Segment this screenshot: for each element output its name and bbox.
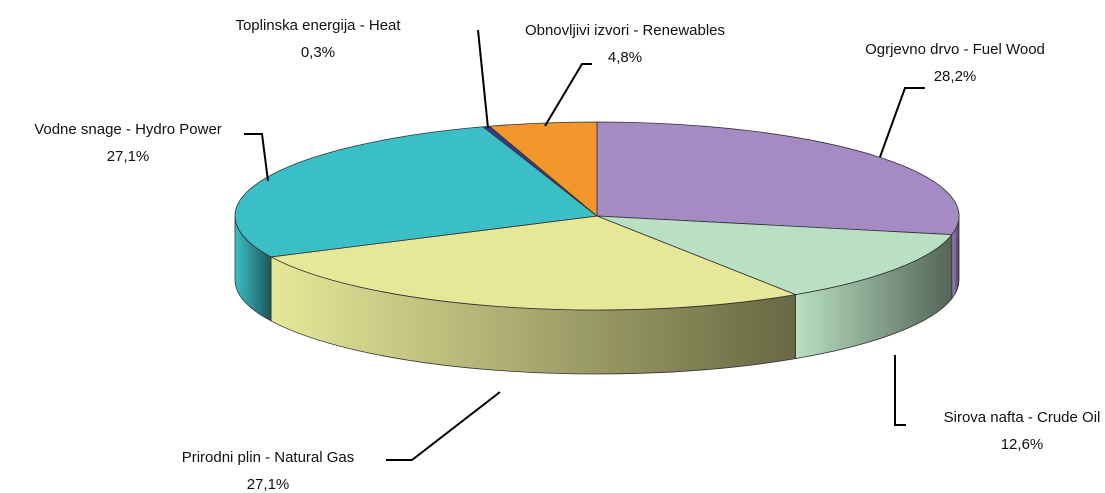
value-label: 0,3%	[301, 44, 335, 61]
slice-label: Sirova nafta - Crude Oil	[944, 409, 1101, 426]
leader-line	[544, 63, 592, 127]
value-label: 4,8%	[608, 49, 642, 66]
leader-line	[894, 355, 906, 426]
leader-line	[386, 391, 501, 461]
leader-line	[244, 133, 269, 182]
value-label: 28,2%	[934, 68, 977, 85]
slice-label: Vodne snage - Hydro Power	[34, 121, 222, 138]
value-label: 27,1%	[247, 476, 290, 493]
slice	[596, 121, 960, 236]
value-label: 27,1%	[107, 148, 150, 165]
slice-label: Obnovljivi izvori - Renewables	[525, 22, 725, 39]
leader-line	[879, 87, 925, 158]
slice	[234, 126, 599, 258]
slice	[596, 215, 953, 296]
value-label: 12,6%	[1001, 436, 1044, 453]
leader-line	[477, 29, 489, 129]
slice	[488, 121, 598, 217]
slice-label: Prirodni plin - Natural Gas	[182, 449, 355, 466]
slice	[269, 215, 798, 311]
slice-label: Toplinska energija - Heat	[235, 17, 401, 34]
slice-label: Ogrjevno drvo - Fuel Wood	[865, 41, 1045, 58]
